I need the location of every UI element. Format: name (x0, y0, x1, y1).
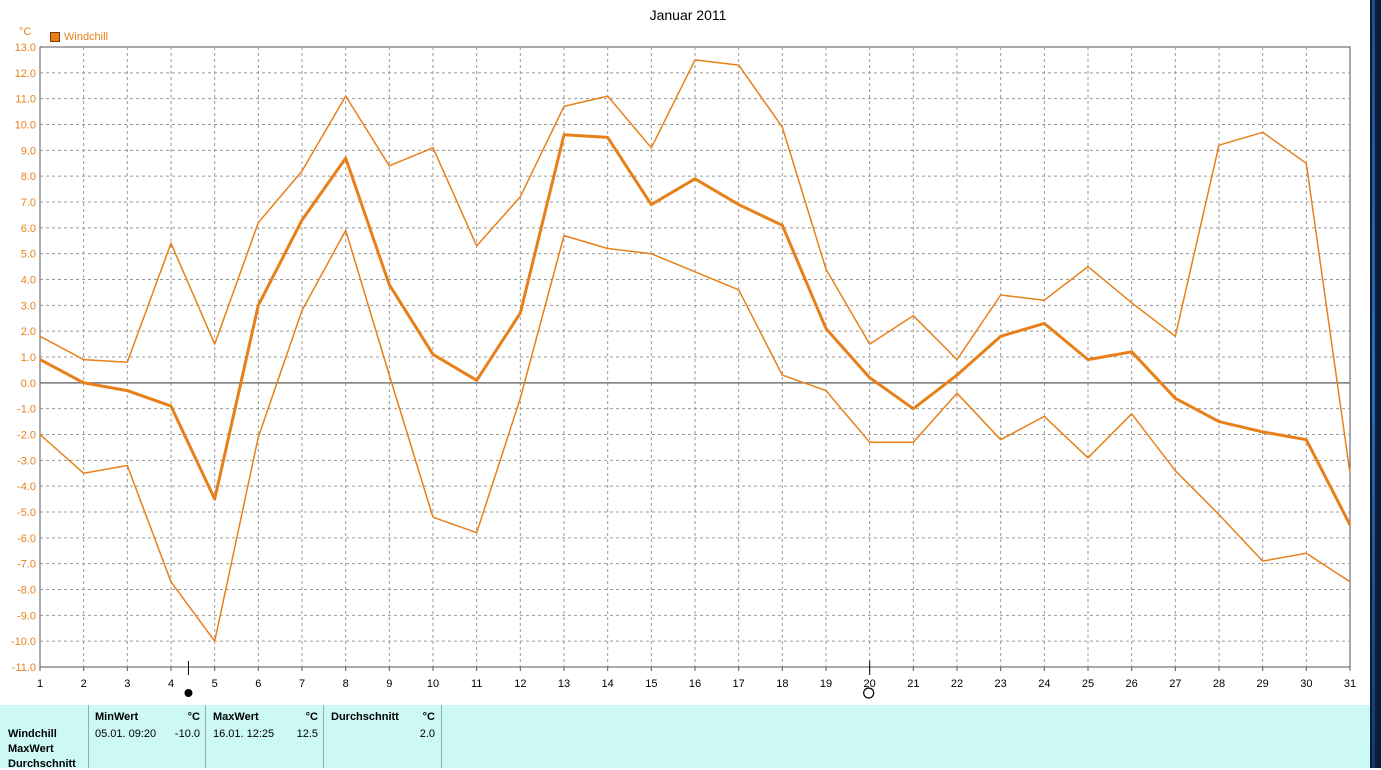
x-tick-label: 26 (1126, 678, 1138, 690)
max-unit: °C (305, 711, 318, 723)
y-tick-label: 1.0 (21, 352, 36, 364)
x-tick-label: 4 (168, 678, 174, 690)
series-line-2 (39, 229, 1351, 642)
y-tick-label: -1.0 (17, 404, 36, 416)
legend: Windchill (50, 31, 108, 43)
x-tick-label: 16 (689, 678, 701, 690)
y-tick-label: -6.0 (17, 533, 36, 545)
series-line-0 (39, 59, 1351, 474)
y-tick-labels: 13.0 12.0 11.0 10.0 9.0 8.0 7.0 6.0 5.0 4.0 3.0 2.0… (11, 42, 36, 674)
x-tick-label: 27 (1169, 678, 1181, 690)
y-tick-label: 13.0 (15, 42, 36, 54)
x-tick-label: 21 (907, 678, 919, 690)
y-tick-label: 2.0 (21, 326, 36, 338)
row-label-windchill: Windchill (8, 728, 57, 740)
y-tick-label: -10.0 (11, 636, 36, 648)
x-tick-labels: 1 2 3 4 5 6 7 8 9 10 11 12 13 14 15 16 17 18 19 20 21 22 23 24 2… (37, 667, 1356, 690)
x-tick-label: 31 (1344, 678, 1356, 690)
max-header: MaxWert (213, 711, 259, 723)
avg-header: Durchschnitt (331, 711, 399, 723)
y-tick-label: -7.0 (17, 559, 36, 571)
max-date: 16.01. 12:25 (213, 728, 275, 740)
x-tick-label: 19 (820, 678, 832, 690)
legend-swatch (50, 32, 60, 42)
x-tick-label: 14 (602, 678, 614, 690)
series-line-1 (39, 133, 1352, 526)
avg-unit: °C (422, 711, 435, 723)
x-tick-label: 7 (299, 678, 305, 690)
min-value: -10.0 (174, 728, 200, 740)
new-moon-icon (184, 689, 193, 697)
min-header: MinWert (95, 711, 139, 723)
full-moon-icon (863, 687, 875, 699)
y-tick-label: 7.0 (21, 197, 36, 209)
x-tick-label: 3 (124, 678, 130, 690)
x-tick-label: 1 (37, 678, 43, 690)
y-tick-label: 10.0 (15, 120, 36, 132)
chart-title: Januar 2011 (650, 7, 727, 23)
y-tick-label: 6.0 (21, 223, 36, 235)
avg-value: 2.0 (419, 728, 435, 740)
y-tick-label: 4.0 (21, 275, 36, 287)
y-tick-label: 5.0 (21, 249, 36, 261)
day-markers (184, 661, 875, 699)
max-value: 12.5 (296, 728, 318, 740)
series-lines (39, 59, 1352, 642)
y-tick-label: -11.0 (12, 662, 36, 674)
x-tick-label: 24 (1038, 678, 1050, 690)
y-tick-label: -5.0 (17, 507, 36, 519)
y-tick-label: -9.0 (17, 610, 36, 622)
stats-panel: Windchill MaxWert Durchschnitt MinWert °… (0, 705, 1370, 770)
legend-label: Windchill (64, 31, 109, 43)
y-tick-label: 9.0 (21, 145, 36, 157)
stats-col-max: MaxWert °C 16.01. 12:25 12.5 (205, 705, 324, 768)
x-tick-label: 17 (733, 678, 745, 690)
y-tick-label: -2.0 (17, 430, 36, 442)
x-tick-label: 25 (1082, 678, 1094, 690)
row-label-durchschnitt: Durchschnitt (8, 758, 76, 770)
grid (39, 46, 1351, 668)
x-tick-label: 23 (995, 678, 1007, 690)
windchill-chart: Januar 2011 °C 13.012.011.010.09.08.07.0… (11, 7, 1356, 699)
min-date: 05.01. 09:20 (95, 728, 157, 740)
y-axis-unit: °C (19, 26, 31, 38)
stats-col-avg: Durchschnitt °C 2.0 (323, 705, 442, 768)
x-tick-label: 6 (255, 678, 261, 690)
x-tick-label: 20 (864, 678, 876, 690)
y-tick-label: 11.0 (15, 94, 36, 106)
y-tick-label: 12.0 (15, 68, 36, 80)
x-tick-label: 12 (514, 678, 526, 690)
y-tick-label: -4.0 (17, 481, 36, 493)
stats-col-min: MinWert °C 05.01. 09:20 -10.0 (88, 705, 206, 768)
x-tick-label: 22 (951, 678, 963, 690)
x-tick-label: 2 (81, 678, 87, 690)
y-tick-label: 3.0 (21, 300, 36, 312)
x-tick-label: 29 (1257, 678, 1269, 690)
x-tick-label: 5 (212, 678, 218, 690)
x-tick-label: 13 (558, 678, 570, 690)
x-tick-label: 30 (1300, 678, 1312, 690)
min-unit: °C (187, 711, 200, 723)
row-label-maxwert: MaxWert (8, 743, 54, 755)
x-tick-label: 10 (427, 678, 439, 690)
y-tick-label: -3.0 (17, 455, 36, 467)
y-tick-label: 0.0 (21, 378, 36, 390)
y-tick-label: 8.0 (21, 171, 36, 183)
x-tick-label: 28 (1213, 678, 1225, 690)
x-tick-label: 18 (776, 678, 788, 690)
x-tick-label: 11 (471, 678, 482, 690)
window-edge (1370, 0, 1381, 768)
y-tick-label: -8.0 (17, 585, 36, 597)
x-tick-label: 9 (386, 678, 392, 690)
x-tick-label: 15 (645, 678, 657, 690)
x-tick-label: 8 (343, 678, 349, 690)
